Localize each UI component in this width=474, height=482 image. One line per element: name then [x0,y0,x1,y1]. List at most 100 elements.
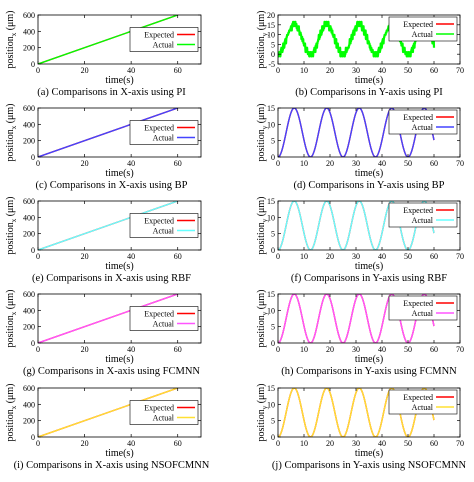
x-tick-label: 70 [456,66,464,75]
y-label-unit: (μm) [256,196,267,218]
y-tick-label: 200 [23,230,35,239]
x-tick-label: 20 [326,439,334,448]
x-axis-label: time(s) [105,168,133,179]
y-tick-label: 400 [23,400,35,409]
legend-label: Expected [403,299,433,308]
x-tick-label: 30 [352,66,360,75]
y-label-text: position [256,222,267,254]
plot-area [38,294,178,343]
y-label-text: position [256,129,267,161]
y-axis-label: positiony (μm) [256,10,269,68]
y-label-text: position [256,409,267,441]
x-tick-label: 30 [352,159,360,168]
y-tick-label: 5 [271,40,275,49]
x-tick-label: 30 [352,345,360,354]
plot-area [278,294,435,343]
x-tick-label: 70 [456,159,464,168]
y-tick-label: 5 [271,230,275,239]
legend-label: Expected [144,124,174,133]
y-tick-label: 0 [271,246,275,255]
y-label-text: position [5,315,16,347]
x-tick-label: 10 [300,439,308,448]
y-axis-label: positionx (μm) [5,289,18,347]
x-axis-label: time(s) [105,261,133,272]
x-tick-label: 40 [378,345,386,354]
x-axis-label: time(s) [355,354,383,365]
legend-label: Actual [412,30,434,39]
x-tick-label: 0 [36,159,40,168]
y-tick-label: 600 [23,290,35,299]
x-tick-label: 40 [127,159,135,168]
x-tick-label: 40 [378,159,386,168]
axes-frame [277,387,461,438]
legend-label: Expected [144,310,174,319]
y-tick-label: 200 [23,137,35,146]
y-tick-label: 0 [31,246,35,255]
legend-label: Actual [412,403,434,412]
x-tick-label: 60 [430,345,438,354]
x-tick-label: 60 [430,439,438,448]
y-label-subscript: x [10,311,18,315]
axes-frame [277,200,461,251]
legend-label: Actual [153,414,175,423]
y-tick-label: 20 [267,11,275,20]
series-line-actual [278,294,435,343]
x-tick-label: 0 [276,439,280,448]
series-line-actual [278,388,435,437]
chart-panel-7: 0 10 20 30 40 50 60 70 0 5 10 15 time(s) positiony (μ… [256,289,464,377]
x-axis-label: time(s) [105,354,133,365]
y-tick-label: 0 [31,339,35,348]
y-tick-label: 200 [23,417,35,426]
y-tick-label: 0 [31,433,35,442]
legend-label: Actual [412,216,434,225]
plot-area [278,108,435,157]
x-tick-label: 10 [300,159,308,168]
x-tick-label: 50 [404,345,412,354]
x-tick-label: 40 [378,66,386,75]
y-tick-label: 0 [31,153,35,162]
chart-panel-3: 0 10 20 30 40 50 60 70 0 5 10 15 time(s) positiony (μ… [256,103,464,191]
axes-frame [277,107,461,158]
chart-panel-9: 0 10 20 30 40 50 60 70 0 5 10 15 time(s) positiony (μ… [256,383,466,471]
legend-label: Expected [144,31,174,40]
legend-label: Expected [144,217,174,226]
axes-frame [37,293,202,344]
legend-box [388,109,458,135]
x-tick-label: 40 [127,345,135,354]
plot-area [278,201,435,250]
y-axis-label: positionx (μm) [5,103,18,161]
y-label-text: position [256,36,267,68]
x-tick-label: 20 [326,252,334,261]
y-label-text: position [5,36,16,68]
y-tick-label: 15 [267,290,275,299]
panel-caption: (c) Comparisons in X-axis using BP [36,180,188,191]
y-tick-label: 15 [267,104,275,113]
series-line-actual [38,388,178,437]
x-tick-label: 60 [174,345,182,354]
x-tick-label: 60 [430,252,438,261]
y-label-unit: (μm) [256,383,267,405]
panel-caption: (b) Comparisons in Y-axis using PI [295,87,443,98]
y-label-unit: (μm) [5,196,16,218]
x-tick-label: 20 [81,66,89,75]
plot-area [38,15,178,64]
y-label-subscript: x [10,218,18,222]
y-tick-label: 10 [267,120,275,129]
x-tick-label: 60 [430,66,438,75]
y-tick-label: 600 [23,197,35,206]
legend-label: Expected [403,206,433,215]
legend-label: Expected [403,393,433,402]
x-axis-label: time(s) [105,448,133,459]
y-tick-label: 400 [23,306,35,315]
y-label-unit: (μm) [5,289,16,311]
axes-frame [37,14,202,65]
x-tick-label: 40 [127,252,135,261]
